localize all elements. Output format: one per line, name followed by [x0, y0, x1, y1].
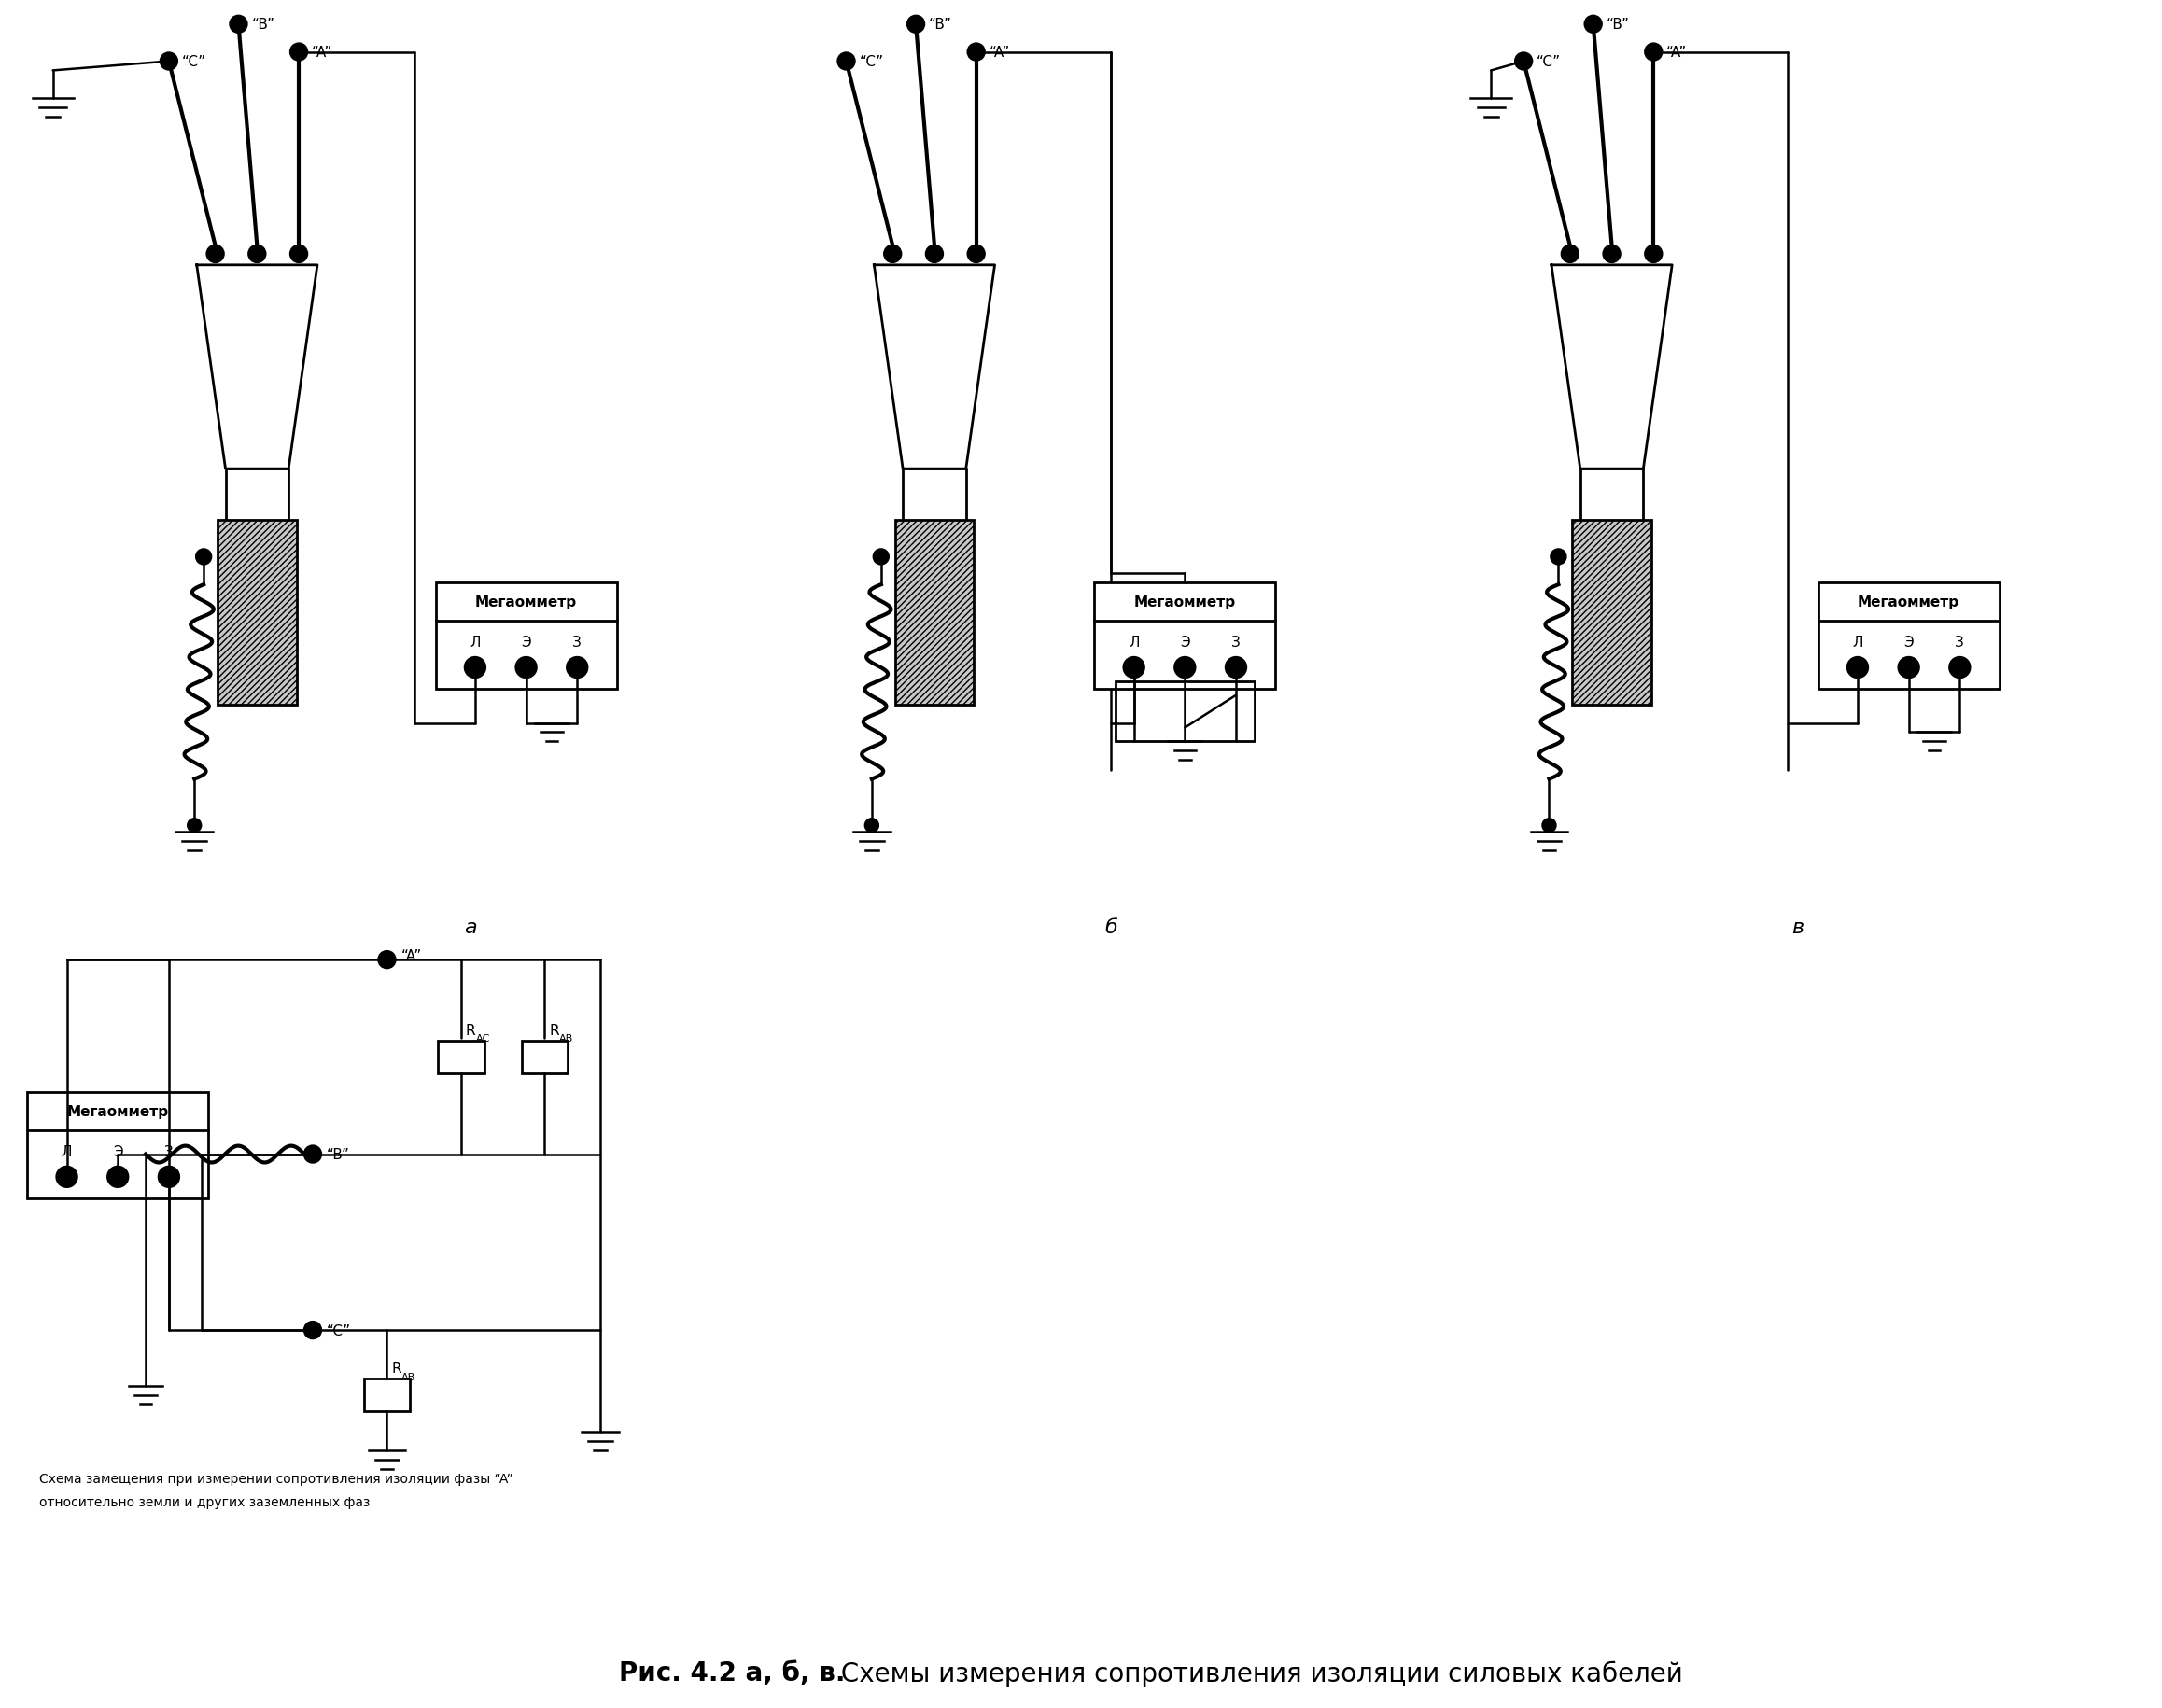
Text: Схема замещения при измерении сопротивления изоляции фазы “A”: Схема замещения при измерении сопротивле… [39, 1472, 512, 1484]
Text: “A”: “A” [311, 46, 333, 60]
Circle shape [517, 658, 536, 678]
Circle shape [290, 44, 307, 61]
Text: “B”: “B” [930, 19, 951, 32]
Text: Л: Л [61, 1144, 71, 1158]
Circle shape [1645, 246, 1663, 263]
Circle shape [1898, 658, 1920, 678]
Text: “A”: “A” [990, 46, 1010, 60]
Circle shape [908, 17, 923, 34]
Text: а: а [465, 919, 478, 938]
Text: Мегаомметр: Мегаомметр [476, 594, 577, 610]
Text: “C”: “C” [182, 55, 205, 68]
Text: в: в [1792, 919, 1803, 938]
Text: R: R [391, 1361, 402, 1375]
Bar [1572, 521, 1652, 705]
Text: Э: Э [1905, 635, 1913, 649]
Circle shape [108, 1167, 128, 1187]
Circle shape [865, 820, 878, 832]
Circle shape [969, 44, 984, 61]
Circle shape [1645, 44, 1663, 61]
Circle shape [158, 1167, 179, 1187]
Text: АВ: АВ [560, 1033, 573, 1044]
Text: Л: Л [469, 635, 480, 649]
Circle shape [839, 53, 854, 70]
Bar [521, 1040, 569, 1073]
Text: З: З [573, 635, 582, 649]
Circle shape [1174, 658, 1196, 678]
Text: “B”: “B” [251, 19, 275, 32]
Bar [1818, 582, 2000, 690]
Text: АВ: АВ [402, 1372, 415, 1382]
Text: Мегаомметр: Мегаомметр [1857, 594, 1959, 610]
Text: З: З [1232, 635, 1241, 649]
Text: “C”: “C” [326, 1324, 350, 1337]
Bar [218, 521, 296, 705]
Bar [439, 1040, 484, 1073]
Circle shape [378, 951, 396, 968]
Circle shape [1950, 658, 1970, 678]
Text: б: б [1105, 919, 1118, 938]
Circle shape [969, 246, 984, 263]
Circle shape [290, 246, 307, 263]
Circle shape [1561, 246, 1578, 263]
Text: “C”: “C” [858, 55, 884, 68]
Circle shape [197, 550, 212, 565]
Circle shape [1516, 53, 1533, 70]
Bar [28, 1091, 208, 1199]
Circle shape [208, 246, 223, 263]
Circle shape [305, 1146, 320, 1163]
Text: “B”: “B” [1606, 19, 1630, 32]
Text: “C”: “C” [1537, 55, 1561, 68]
Text: З: З [164, 1144, 173, 1158]
Text: Мегаомметр: Мегаомметр [67, 1105, 169, 1119]
Circle shape [305, 1322, 320, 1339]
Text: относительно земли и других заземленных фаз: относительно земли и других заземленных … [39, 1494, 370, 1508]
Circle shape [884, 246, 902, 263]
Circle shape [925, 246, 943, 263]
Circle shape [1550, 550, 1565, 565]
Text: Схемы измерения сопротивления изоляции силовых кабелей: Схемы измерения сопротивления изоляции с… [832, 1660, 1682, 1686]
Circle shape [465, 658, 484, 678]
Circle shape [160, 53, 177, 70]
Circle shape [566, 658, 588, 678]
Text: Мегаомметр: Мегаомметр [1135, 594, 1237, 610]
Text: R: R [549, 1023, 560, 1037]
Circle shape [229, 17, 246, 34]
Bar [895, 521, 973, 705]
Circle shape [56, 1167, 78, 1187]
Circle shape [1544, 820, 1557, 832]
Circle shape [188, 820, 201, 832]
Text: Э: Э [521, 635, 532, 649]
Circle shape [1226, 658, 1245, 678]
Text: АС: АС [476, 1033, 491, 1044]
Bar [363, 1378, 411, 1411]
Text: Рис. 4.2 а, б, в.: Рис. 4.2 а, б, в. [618, 1660, 845, 1686]
Bar [435, 582, 616, 690]
Text: “A”: “A” [400, 948, 422, 962]
Circle shape [1604, 246, 1619, 263]
Text: “B”: “B” [326, 1148, 350, 1161]
Text: “A”: “A” [1667, 46, 1686, 60]
Text: З: З [1954, 635, 1965, 649]
Bar [1116, 681, 1254, 741]
Bar [1094, 582, 1276, 690]
Circle shape [1585, 17, 1602, 34]
Circle shape [1124, 658, 1144, 678]
Text: Э: Э [112, 1144, 123, 1158]
Text: Л: Л [1853, 635, 1864, 649]
Text: Э: Э [1180, 635, 1189, 649]
Text: Л: Л [1129, 635, 1139, 649]
Text: R: R [465, 1023, 476, 1037]
Circle shape [873, 550, 889, 565]
Circle shape [1849, 658, 1868, 678]
Circle shape [249, 246, 266, 263]
